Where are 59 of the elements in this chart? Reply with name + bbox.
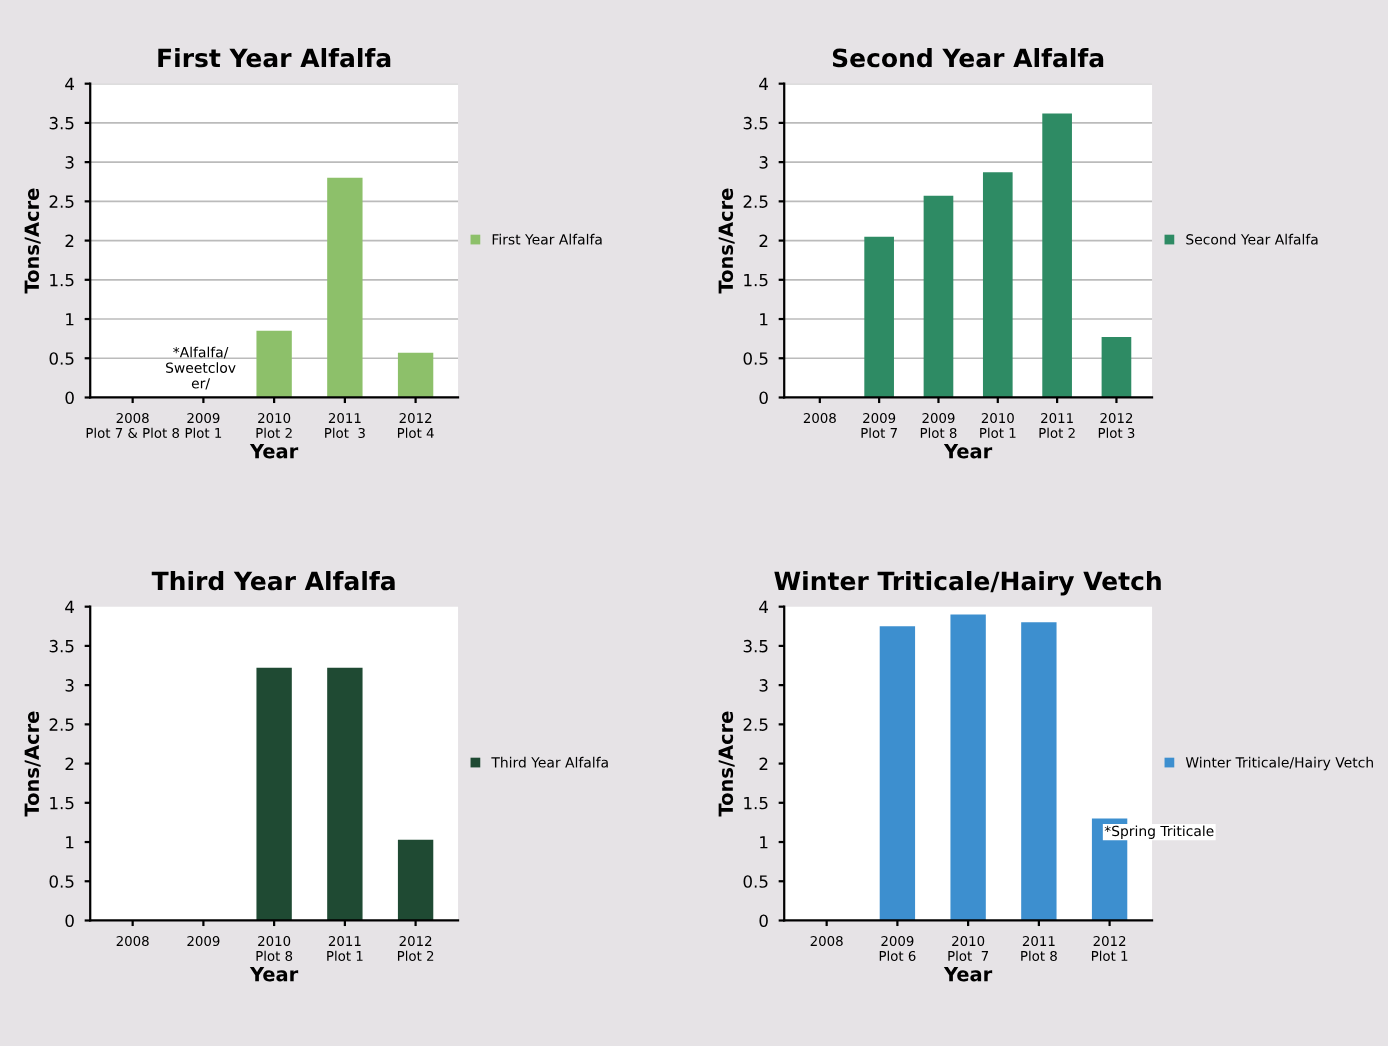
y-tick-label: 3 <box>65 156 74 169</box>
bar <box>397 352 434 398</box>
y-tick-label: 3.5 <box>743 116 768 130</box>
y-tick-label: 3.5 <box>49 639 74 653</box>
y-tick-label: 2 <box>759 757 768 770</box>
bar <box>864 236 894 398</box>
chart-title: Third Year Alfalfa <box>151 571 395 591</box>
y-tick-label: 3.5 <box>743 639 768 653</box>
y-tick-label: 0 <box>759 914 768 928</box>
y-tick-label: 3.5 <box>49 116 74 130</box>
bar <box>923 195 954 398</box>
y-axis-title: Tons/Acre <box>24 188 41 294</box>
bar <box>1021 622 1057 921</box>
y-tick-label: 2.5 <box>743 718 768 731</box>
y-tick-label: 0.5 <box>49 352 74 365</box>
chart-title: Winter Triticale/Hairy Vetch <box>774 571 1161 596</box>
y-tick-label: 2.5 <box>49 718 74 731</box>
bar <box>982 172 1013 398</box>
bar <box>950 614 986 921</box>
bar <box>879 626 916 921</box>
y-tick-label: 2 <box>759 234 768 247</box>
y-axis-title: Tons/Acre <box>718 711 735 817</box>
y-tick-label: 0 <box>65 914 74 928</box>
y-tick-label: 0 <box>65 391 74 405</box>
y-tick-label: 1.5 <box>744 796 768 810</box>
bar <box>327 177 363 398</box>
bar <box>256 330 292 398</box>
y-tick-label: 4 <box>759 600 769 614</box>
y-tick-label: 4 <box>759 77 769 91</box>
y-tick-label: 0 <box>759 391 768 405</box>
y-tick-label: 3 <box>759 156 768 169</box>
x-axis-title: Year <box>943 966 993 982</box>
bar <box>1101 337 1132 398</box>
y-tick-label: 4 <box>65 600 75 614</box>
y-tick-label: 2 <box>65 234 74 247</box>
y-tick-label: 1.5 <box>50 273 74 287</box>
y-tick-label: 2 <box>65 757 74 770</box>
x-axis-title: Year <box>943 443 993 459</box>
y-tick-label: 2.5 <box>743 195 768 208</box>
y-tick-label: 1 <box>760 313 768 326</box>
y-tick-label: 1.5 <box>744 273 768 287</box>
y-tick-label: 2.5 <box>49 195 74 208</box>
bar <box>1042 113 1072 398</box>
y-tick-label: 3 <box>65 679 74 692</box>
y-tick-label: 3 <box>759 679 768 692</box>
x-axis-title: Year <box>249 966 299 982</box>
y-tick-label: 4 <box>65 77 75 91</box>
x-axis-title: Year <box>249 443 299 459</box>
y-tick-label: 1 <box>66 836 74 849</box>
y-tick-label: 0.5 <box>743 352 768 365</box>
y-axis-title: Tons/Acre <box>24 711 41 817</box>
y-tick-label: 1 <box>66 313 74 326</box>
y-tick-label: 1 <box>760 836 768 849</box>
y-tick-label: 1.5 <box>50 796 74 810</box>
y-tick-label: 0.5 <box>49 875 74 888</box>
y-tick-label: 0.5 <box>743 875 768 888</box>
y-axis-title: Tons/Acre <box>718 188 735 294</box>
chart-title: First Year Alfalfa <box>158 48 391 68</box>
chart-title: Second Year Alfalfa <box>832 48 1104 68</box>
